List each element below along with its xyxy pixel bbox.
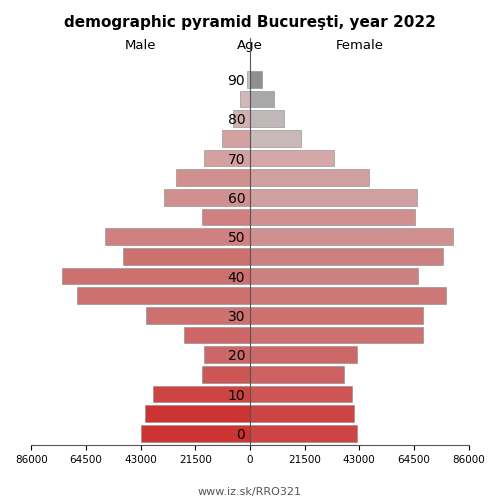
Bar xyxy=(250,406,354,422)
Bar xyxy=(250,228,454,245)
Bar xyxy=(204,346,250,363)
Bar xyxy=(250,170,370,186)
Bar xyxy=(246,71,250,88)
Title: demographic pyramid Bucureşti, year 2022: demographic pyramid Bucureşti, year 2022 xyxy=(64,15,436,30)
Bar xyxy=(250,248,443,265)
Bar xyxy=(250,90,274,108)
Bar xyxy=(250,208,415,226)
Bar xyxy=(250,425,357,442)
Bar xyxy=(250,307,423,324)
Bar xyxy=(164,189,250,206)
Bar xyxy=(184,327,250,344)
Bar xyxy=(250,268,418,284)
Bar xyxy=(202,208,250,226)
Bar xyxy=(234,110,250,127)
Bar xyxy=(202,366,250,383)
Bar xyxy=(240,90,250,108)
Bar xyxy=(250,130,301,147)
Bar xyxy=(250,346,357,363)
Text: Female: Female xyxy=(336,39,384,52)
Bar xyxy=(250,386,352,402)
Bar xyxy=(250,366,344,383)
Text: Male: Male xyxy=(125,39,156,52)
Bar xyxy=(250,110,284,127)
Text: Age: Age xyxy=(237,39,263,52)
Bar xyxy=(144,406,250,422)
Bar xyxy=(250,189,416,206)
Bar xyxy=(222,130,250,147)
Bar xyxy=(204,150,250,166)
Bar xyxy=(77,288,250,304)
Bar xyxy=(250,327,423,344)
Bar xyxy=(250,288,446,304)
Bar xyxy=(250,150,334,166)
Bar xyxy=(146,307,250,324)
Bar xyxy=(154,386,250,402)
Bar xyxy=(176,170,250,186)
Bar xyxy=(62,268,250,284)
Bar xyxy=(123,248,250,265)
Text: www.iz.sk/RRO321: www.iz.sk/RRO321 xyxy=(198,487,302,497)
Bar xyxy=(105,228,250,245)
Bar xyxy=(140,425,250,442)
Bar xyxy=(250,71,262,88)
